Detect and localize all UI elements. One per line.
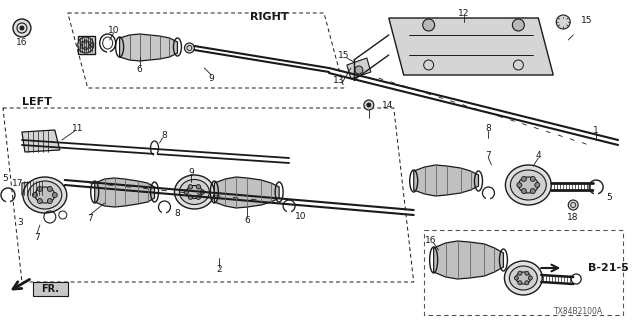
Text: 10: 10 xyxy=(108,26,120,35)
Text: RIGHT: RIGHT xyxy=(250,12,289,22)
Text: 5: 5 xyxy=(606,193,612,202)
Circle shape xyxy=(84,40,87,43)
Text: 8: 8 xyxy=(162,131,167,140)
Circle shape xyxy=(525,281,529,285)
Ellipse shape xyxy=(506,165,551,205)
Text: 15: 15 xyxy=(581,15,593,25)
Text: 8: 8 xyxy=(486,124,492,132)
Text: 5: 5 xyxy=(2,173,8,182)
Circle shape xyxy=(517,182,522,188)
Ellipse shape xyxy=(179,180,209,204)
Text: 6: 6 xyxy=(244,215,250,225)
Circle shape xyxy=(80,45,83,48)
Text: 11: 11 xyxy=(72,124,83,132)
Text: 16: 16 xyxy=(425,236,436,244)
Text: 9: 9 xyxy=(209,74,214,83)
Polygon shape xyxy=(95,178,154,207)
Ellipse shape xyxy=(518,177,538,193)
Ellipse shape xyxy=(28,181,62,209)
Circle shape xyxy=(518,271,522,275)
Text: 9: 9 xyxy=(189,167,195,177)
Circle shape xyxy=(77,37,93,53)
Circle shape xyxy=(355,66,363,74)
Circle shape xyxy=(200,190,205,194)
Text: 18: 18 xyxy=(568,212,579,221)
Text: 3: 3 xyxy=(17,218,23,227)
Circle shape xyxy=(52,193,58,197)
Circle shape xyxy=(13,19,31,37)
Text: 10: 10 xyxy=(295,212,307,220)
Polygon shape xyxy=(413,165,479,196)
Ellipse shape xyxy=(175,175,214,209)
Circle shape xyxy=(515,276,518,280)
Text: 7: 7 xyxy=(87,213,93,222)
Circle shape xyxy=(522,188,526,194)
Text: 1: 1 xyxy=(593,125,599,134)
Polygon shape xyxy=(120,34,177,61)
Text: 12: 12 xyxy=(458,9,469,18)
Circle shape xyxy=(88,42,92,45)
Circle shape xyxy=(518,281,522,285)
Text: FR.: FR. xyxy=(41,284,59,294)
Circle shape xyxy=(535,182,540,188)
Circle shape xyxy=(367,103,371,107)
Circle shape xyxy=(556,15,570,29)
Circle shape xyxy=(422,19,435,31)
Circle shape xyxy=(568,200,578,210)
Circle shape xyxy=(184,190,189,194)
Text: 14: 14 xyxy=(382,100,393,109)
Circle shape xyxy=(88,45,92,48)
Circle shape xyxy=(37,187,42,191)
Text: 6: 6 xyxy=(137,65,143,74)
Ellipse shape xyxy=(504,261,542,295)
Text: 17: 17 xyxy=(12,179,24,188)
Circle shape xyxy=(47,187,52,191)
Circle shape xyxy=(188,195,193,199)
Circle shape xyxy=(529,276,532,280)
Ellipse shape xyxy=(186,186,202,198)
Text: LEFT: LEFT xyxy=(22,97,52,107)
Circle shape xyxy=(188,185,193,189)
Polygon shape xyxy=(22,181,45,195)
Circle shape xyxy=(196,185,200,189)
Text: 16: 16 xyxy=(16,37,28,46)
Text: B-21-5: B-21-5 xyxy=(588,263,629,273)
Circle shape xyxy=(196,195,200,199)
Polygon shape xyxy=(388,18,553,75)
Polygon shape xyxy=(77,36,95,54)
Circle shape xyxy=(522,176,526,181)
Bar xyxy=(33,282,68,296)
Text: TX84B2100A: TX84B2100A xyxy=(554,307,603,316)
Circle shape xyxy=(33,193,37,197)
Ellipse shape xyxy=(511,170,547,200)
Ellipse shape xyxy=(23,177,67,213)
Text: 8: 8 xyxy=(175,209,180,218)
Text: 7: 7 xyxy=(486,150,492,159)
Polygon shape xyxy=(347,58,371,79)
Ellipse shape xyxy=(516,272,531,284)
Circle shape xyxy=(531,188,535,194)
Text: 4: 4 xyxy=(536,150,541,159)
Polygon shape xyxy=(434,241,504,279)
Circle shape xyxy=(364,100,374,110)
Ellipse shape xyxy=(509,266,538,290)
Circle shape xyxy=(525,271,529,275)
Circle shape xyxy=(37,199,42,204)
Polygon shape xyxy=(22,130,60,152)
Text: 15: 15 xyxy=(338,51,349,60)
Ellipse shape xyxy=(35,187,55,203)
Circle shape xyxy=(20,26,24,30)
Circle shape xyxy=(531,176,535,181)
Circle shape xyxy=(47,199,52,204)
Text: 13: 13 xyxy=(333,76,345,84)
Text: 2: 2 xyxy=(216,266,222,275)
Polygon shape xyxy=(214,177,279,208)
Circle shape xyxy=(84,47,87,50)
Circle shape xyxy=(513,19,524,31)
Circle shape xyxy=(184,43,195,53)
Text: 7: 7 xyxy=(34,233,40,242)
Circle shape xyxy=(80,42,83,45)
